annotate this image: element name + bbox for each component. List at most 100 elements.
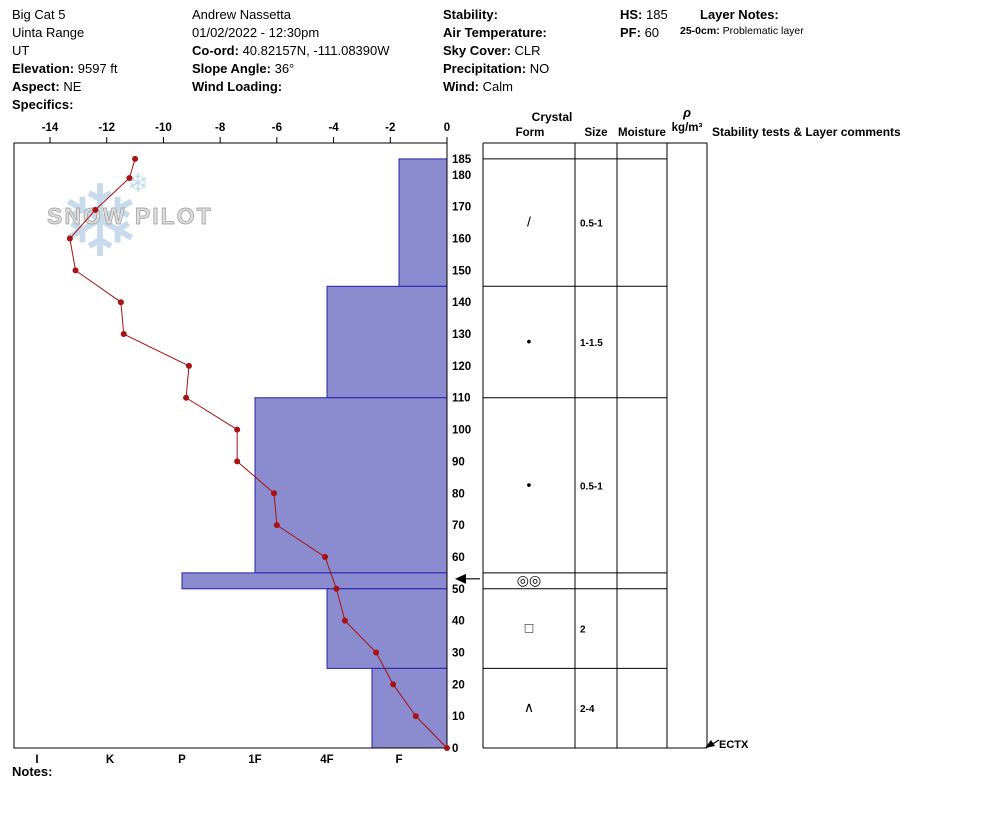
- hardness-bar: [254, 397, 448, 574]
- air-temp-row: Air Temperature:: [443, 24, 549, 42]
- temp-tick-label: 0: [444, 122, 450, 134]
- hs-label: HS:: [620, 7, 643, 22]
- depth-tick-label: 80: [452, 488, 465, 500]
- size-header: Size: [584, 127, 607, 139]
- depth-tick-label: 130: [452, 329, 471, 341]
- watermark: ❄ ❄ SNOW PILOT: [47, 166, 211, 278]
- specifics-label: Specifics:: [12, 97, 74, 112]
- wind-value: Calm: [482, 79, 513, 94]
- flag-arrow-head-icon: [455, 573, 466, 584]
- grain-form-symbol: ◎◎: [517, 572, 541, 588]
- sky-cover-label: Sky Cover:: [443, 43, 511, 58]
- depth-tick-label: 100: [452, 425, 471, 437]
- hardness-tick-label: K: [106, 754, 115, 766]
- temperature-point: [273, 522, 280, 529]
- temperature-point: [117, 299, 124, 306]
- depth-tick-label: 180: [452, 170, 471, 182]
- temperature-point: [126, 175, 133, 182]
- density-units-header: kg/m³: [672, 122, 703, 134]
- hardness-tick-label: F: [395, 754, 402, 766]
- hardness-bar: [181, 572, 448, 590]
- pf-row: PF: 60: [620, 24, 668, 42]
- grain-size-value: 0.5-1: [580, 219, 603, 230]
- coord-row: Co-ord: 40.82157N, -111.08390W: [192, 42, 390, 60]
- elevation-row: Elevation: 9597 ft: [12, 60, 118, 78]
- temperature-point: [66, 235, 73, 242]
- stability-label: Stability:: [443, 7, 498, 22]
- depth-tick-label: 10: [452, 711, 465, 723]
- temperature-axis: -14 -12 -10 -8 -6 -4 -2 0: [42, 122, 450, 143]
- hardness-bar: [398, 158, 448, 287]
- sky-cover-row: Sky Cover: CLR: [443, 42, 549, 60]
- stability-row: Stability:: [443, 6, 549, 24]
- layer-note-text: Problematic layer: [722, 25, 804, 37]
- ectx-arrow-head-icon: [705, 740, 715, 748]
- coord-label: Co-ord:: [192, 43, 239, 58]
- temp-tick-label: -2: [385, 122, 395, 134]
- precip-label: Precipitation:: [443, 61, 527, 76]
- layer-notes-label: Layer Notes:: [700, 7, 779, 22]
- observation-datetime: 01/02/2022 - 12:30pm: [192, 25, 320, 40]
- plot-border: [13, 142, 448, 749]
- snowflake-small-icon: ❄: [127, 168, 149, 198]
- grain-form-symbol: •: [527, 476, 532, 492]
- depth-tick-label: 0: [452, 743, 458, 755]
- aspect-label: Aspect:: [12, 79, 60, 94]
- depth-tick-label: 90: [452, 456, 465, 468]
- layer-note-row: 25-0cm: Problematic layer: [680, 24, 804, 38]
- air-temp-label: Air Temperature:: [443, 25, 547, 40]
- depth-tick-label: 160: [452, 234, 471, 246]
- temperature-point: [92, 206, 99, 213]
- hardness-axis: I K P 1F 4F F: [35, 754, 402, 766]
- hardness-tick-label: 1F: [248, 754, 261, 766]
- temperature-point: [333, 585, 340, 592]
- temperature-point: [132, 155, 139, 162]
- hardness-tick-label: P: [178, 754, 186, 766]
- temp-tick-label: -12: [98, 122, 115, 134]
- pf-value: 60: [644, 25, 660, 40]
- layer-notes-block: Layer Notes: 25-0cm: Problematic layer: [680, 6, 804, 38]
- depth-tick-label: 20: [452, 679, 465, 691]
- temp-tick-label: -10: [155, 122, 172, 134]
- specifics-row: Specifics:: [12, 96, 118, 114]
- aspect-value: NE: [63, 79, 82, 94]
- temperature-point: [120, 331, 127, 338]
- grain-size-value: 0.5-1: [580, 481, 603, 492]
- depth-tick-label: 150: [452, 265, 471, 277]
- layer-note-depth: 25-0cm:: [680, 25, 720, 37]
- grain-size-value: 2: [580, 625, 586, 636]
- depth-tick-label: 30: [452, 647, 465, 659]
- depth-tick-label: 40: [452, 616, 465, 628]
- wind-loading-label: Wind Loading:: [192, 79, 283, 94]
- wind-row: Wind: Calm: [443, 78, 549, 96]
- pit-name: Big Cat 5: [12, 7, 66, 22]
- temperature-point: [183, 394, 190, 401]
- moisture-header: Moisture: [618, 127, 666, 139]
- temperature-point: [322, 553, 329, 560]
- hs-value: 185: [646, 7, 668, 22]
- depth-axis: 1851801701601501401301201101009080706050…: [452, 154, 472, 755]
- temp-tick-label: -14: [42, 122, 59, 134]
- sky-cover-value: CLR: [514, 43, 541, 58]
- hs-row: HS: 185: [620, 6, 668, 24]
- hardness-bar: [326, 285, 448, 399]
- notes-label: Notes:: [12, 764, 53, 779]
- slope-angle-row: Slope Angle: 36°: [192, 60, 390, 78]
- pf-label: PF:: [620, 25, 641, 40]
- temperature-point: [271, 490, 278, 497]
- temp-tick-label: -8: [215, 122, 226, 134]
- temp-tick-label: -6: [272, 122, 282, 134]
- temperature-point: [185, 362, 192, 369]
- elevation-value: 9597 ft: [77, 61, 118, 76]
- depth-tick-label: 120: [452, 361, 471, 373]
- state: UT: [12, 43, 30, 58]
- grain-form-symbol: ∧: [524, 699, 534, 715]
- stability-tests-header: Stability tests & Layer comments: [712, 125, 901, 139]
- precip-value: NO: [529, 61, 550, 76]
- crystal-table-rows: / 0.5-1 • 1-1.5 • 0.5-1 ◎◎ □ 2 ∧ 2-4: [483, 158, 667, 749]
- grain-size-value: 1-1.5: [580, 338, 603, 349]
- temperature-point: [234, 458, 241, 465]
- temperature-line: [69, 158, 448, 749]
